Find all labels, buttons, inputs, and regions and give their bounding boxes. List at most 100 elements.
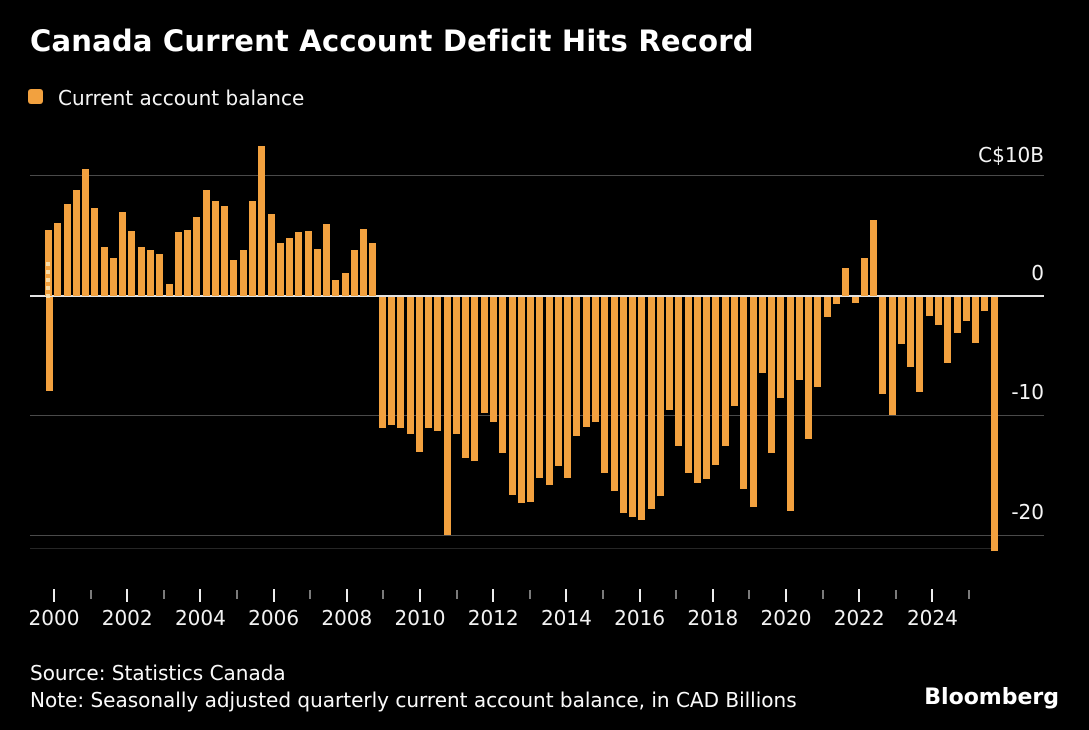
bar-2016-Q1 bbox=[638, 297, 646, 521]
bar-2015-Q3 bbox=[619, 297, 627, 513]
bar-2009-Q4 bbox=[406, 297, 414, 434]
bar-2010-Q2 bbox=[425, 297, 433, 428]
x-tick-minor-2011 bbox=[455, 590, 458, 599]
bar-2010-Q1 bbox=[415, 297, 423, 452]
bar-2021-Q2 bbox=[832, 297, 840, 305]
bar-2011-Q3 bbox=[471, 297, 479, 462]
gridline-zero bbox=[30, 295, 1044, 297]
bar-2002-Q3 bbox=[137, 246, 145, 296]
x-axis-label-2004: 2004 bbox=[174, 606, 226, 630]
legend-swatch-icon bbox=[28, 89, 43, 104]
y-axis-label-10b: C$10B bbox=[978, 143, 1044, 167]
bar-2013-Q2 bbox=[536, 297, 544, 479]
x-tick-major-2016 bbox=[638, 589, 641, 602]
bar-2002-Q4 bbox=[147, 250, 154, 296]
x-tick-minor-2017 bbox=[675, 590, 678, 599]
bar-2004-Q3 bbox=[211, 201, 219, 296]
bar-2023-Q2 bbox=[907, 297, 915, 367]
bar-2023-Q3 bbox=[916, 297, 924, 392]
bar-2006-Q1 bbox=[267, 214, 275, 296]
x-axis-label-2010: 2010 bbox=[394, 606, 446, 630]
x-tick-major-2022 bbox=[858, 589, 861, 602]
bar-2006-Q2 bbox=[276, 243, 284, 296]
bar-2014-Q1 bbox=[564, 297, 572, 479]
x-tick-major-2010 bbox=[419, 589, 421, 602]
bloomberg-logo: Bloomberg bbox=[924, 685, 1059, 710]
bar-2014-Q3 bbox=[582, 297, 590, 427]
bar-2020-Q4 bbox=[814, 297, 822, 387]
x-tick-minor-2001 bbox=[89, 590, 92, 599]
bar-2013-Q1 bbox=[527, 297, 534, 503]
bar-2010-Q4 bbox=[443, 297, 451, 535]
bar-2008-Q2 bbox=[350, 250, 358, 296]
bar-2004-Q1 bbox=[193, 216, 201, 296]
bar-2016-Q3 bbox=[656, 297, 664, 497]
bar-2012-Q3 bbox=[508, 297, 516, 495]
bar-2022-Q4 bbox=[888, 297, 896, 415]
x-tick-major-2012 bbox=[492, 589, 495, 602]
bar-2003-Q1 bbox=[156, 254, 164, 296]
bar-2017-Q3 bbox=[693, 297, 701, 483]
bar-2004-Q2 bbox=[202, 190, 210, 296]
x-tick-major-2000 bbox=[53, 589, 55, 602]
bar-2003-Q2 bbox=[165, 284, 173, 296]
x-tick-minor-2021 bbox=[821, 590, 824, 599]
bar-2007-Q1 bbox=[304, 231, 312, 296]
bar-2025-Q1 bbox=[972, 297, 979, 343]
x-axis-label-2020: 2020 bbox=[760, 606, 812, 630]
x-tick-minor-2009 bbox=[382, 590, 385, 599]
page-title: Canada Current Account Deficit Hits Reco… bbox=[30, 24, 754, 58]
bar-2015-Q4 bbox=[629, 297, 636, 517]
bar-2002-Q1 bbox=[119, 212, 127, 296]
bar-2008-Q4 bbox=[369, 243, 377, 296]
bar-2001-Q2 bbox=[91, 208, 99, 296]
bar-2008-Q3 bbox=[360, 228, 368, 296]
x-tick-major-2014 bbox=[565, 589, 568, 602]
y-axis-label-minus10: -10 bbox=[1011, 380, 1044, 404]
x-axis-label-2014: 2014 bbox=[540, 606, 592, 630]
bar-2022-Q2 bbox=[870, 220, 877, 296]
bar-2024-Q4 bbox=[962, 297, 970, 321]
x-axis-label-2012: 2012 bbox=[467, 606, 519, 630]
bar-2019-Q1 bbox=[749, 297, 757, 507]
x-tick-minor-2015 bbox=[602, 590, 604, 599]
bar-2009-Q3 bbox=[397, 297, 405, 428]
bar-2024-Q2 bbox=[944, 297, 952, 363]
y-axis-label-minus20: -20 bbox=[1011, 500, 1044, 524]
x-tick-minor-2005 bbox=[236, 590, 238, 599]
bar-2005-Q4 bbox=[258, 146, 266, 296]
bar-2001-Q3 bbox=[100, 246, 108, 296]
bar-2013-Q4 bbox=[554, 297, 562, 467]
bar-2014-Q2 bbox=[573, 297, 581, 437]
bar-2017-Q4 bbox=[703, 297, 711, 480]
bar-2005-Q2 bbox=[239, 250, 247, 296]
bar-2007-Q4 bbox=[332, 280, 340, 296]
x-tick-major-2018 bbox=[711, 589, 714, 602]
x-tick-minor-2023 bbox=[894, 590, 897, 599]
x-axis-label-2024: 2024 bbox=[906, 606, 958, 630]
bar-2018-Q2 bbox=[721, 297, 729, 446]
bar-2018-Q4 bbox=[740, 297, 748, 489]
bar-2007-Q3 bbox=[323, 224, 331, 296]
note-text: Note: Seasonally adjusted quarterly curr… bbox=[30, 688, 797, 712]
x-axis-label-2000: 2000 bbox=[28, 606, 80, 630]
bar-2019-Q4 bbox=[777, 297, 785, 398]
bar-2011-Q2 bbox=[462, 297, 470, 458]
bar-2025-Q2 bbox=[981, 297, 989, 312]
x-tick-major-2006 bbox=[272, 589, 275, 602]
bar-2011-Q1 bbox=[452, 297, 460, 434]
bar-2015-Q1 bbox=[601, 297, 609, 474]
anomaly-bar-2000-Q1 bbox=[46, 297, 53, 391]
x-tick-major-2008 bbox=[345, 589, 348, 602]
bar-2020-Q3 bbox=[805, 297, 813, 439]
x-tick-minor-2013 bbox=[528, 590, 531, 599]
gridline-minus20 bbox=[30, 535, 1044, 536]
bar-2005-Q1 bbox=[230, 260, 238, 296]
bar-2023-Q4 bbox=[925, 297, 933, 317]
bar-2011-Q4 bbox=[480, 297, 488, 414]
bar-2002-Q2 bbox=[128, 231, 136, 296]
bar-2014-Q4 bbox=[591, 297, 599, 422]
x-axis-label-2016: 2016 bbox=[614, 606, 666, 630]
x-tick-minor-2019 bbox=[748, 590, 751, 599]
bar-2003-Q3 bbox=[174, 232, 182, 296]
